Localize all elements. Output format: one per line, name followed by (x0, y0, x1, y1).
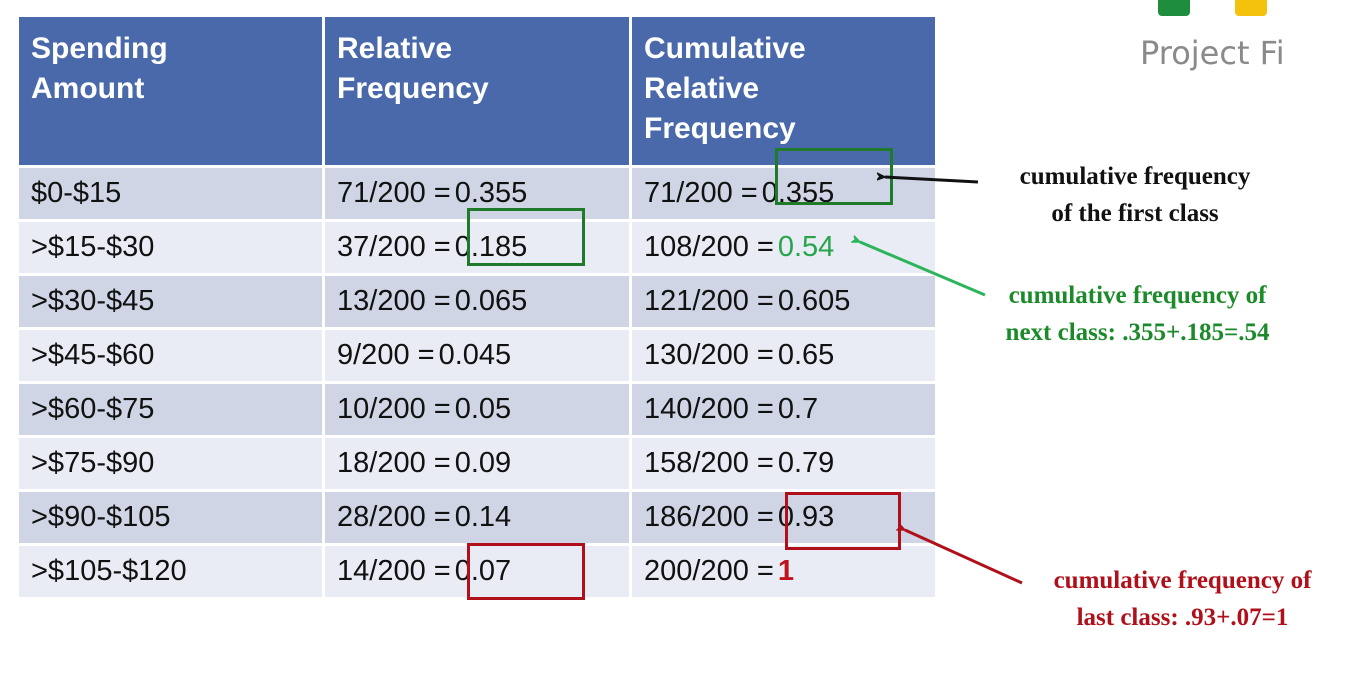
amount-cell: >$60-$75 (16, 381, 325, 438)
relative-frequency-cell: 71/200 = 0.355 (322, 165, 632, 222)
cumulative-frequency-cell: 108/200 = 0.54 (629, 219, 938, 276)
table-row: $0-$15 71/200 = 0.355 71/200 = 0.355 (16, 165, 938, 222)
amount-cell: >$105-$120 (16, 543, 325, 600)
cumulative-frequency-cell: 158/200 = 0.79 (629, 435, 938, 492)
relative-frequency-cell: 9/200 = 0.045 (322, 327, 632, 384)
relative-frequency-cell: 18/200 = 0.09 (322, 435, 632, 492)
cumulative-frequency-cell: 140/200 = 0.7 (629, 381, 938, 438)
table-row: >$45-$60 9/200 = 0.045 130/200 = 0.65 (16, 327, 938, 384)
highlight-box-last-relative (467, 543, 585, 600)
cumulative-frequency-cell: 121/200 = 0.605 (629, 273, 938, 330)
header-relative-frequency: Relative Frequency (322, 14, 632, 168)
highlight-box-second-relative (467, 208, 585, 266)
highlight-box-seventh-cumulative (785, 492, 901, 550)
table-header-row: Spending Amount Relative Frequency Cumul… (16, 14, 938, 168)
logo-green-square (1158, 0, 1190, 16)
amount-cell: >$90-$105 (16, 489, 325, 546)
amount-cell: >$30-$45 (16, 273, 325, 330)
amount-cell: >$45-$60 (16, 327, 325, 384)
relative-frequency-cell: 13/200 = 0.065 (322, 273, 632, 330)
table-row: >$105-$120 14/200 = 0.07 200/200 = 1 (16, 543, 938, 600)
table-row: >$90-$105 28/200 = 0.14 186/200 = 0.93 (16, 489, 938, 546)
relative-frequency-cell: 14/200 = 0.07 (322, 543, 632, 600)
amount-cell: >$75-$90 (16, 435, 325, 492)
relative-frequency-cell: 10/200 = 0.05 (322, 381, 632, 438)
table-row: >$75-$90 18/200 = 0.09 158/200 = 0.79 (16, 435, 938, 492)
amount-cell: >$15-$30 (16, 219, 325, 276)
annotation-last-class: cumulative frequency of last class: .93+… (1053, 567, 1312, 631)
header-spending-amount: Spending Amount (16, 14, 325, 168)
annotation-next-class: cumulative frequency of next class: .355… (1005, 282, 1270, 346)
annotation-first-class: cumulative frequency of the first class (1019, 163, 1251, 227)
header-cumulative-relative-frequency: Cumulative Relative Frequency (629, 14, 938, 168)
table-row: >$60-$75 10/200 = 0.05 140/200 = 0.7 (16, 381, 938, 438)
amount-cell: $0-$15 (16, 165, 325, 222)
highlight-box-first-cumulative (775, 148, 893, 205)
logo-yellow-square (1235, 0, 1267, 16)
cumulative-frequency-cell: 200/200 = 1 (629, 543, 938, 600)
frequency-table: Spending Amount Relative Frequency Cumul… (16, 14, 938, 600)
cumulative-frequency-cell: 186/200 = 0.93 (629, 489, 938, 546)
relative-frequency-cell: 28/200 = 0.14 (322, 489, 632, 546)
logo-text: Project Fi (1140, 34, 1285, 72)
cumulative-frequency-cell: 130/200 = 0.65 (629, 327, 938, 384)
table-row: >$30-$45 13/200 = 0.065 121/200 = 0.605 (16, 273, 938, 330)
